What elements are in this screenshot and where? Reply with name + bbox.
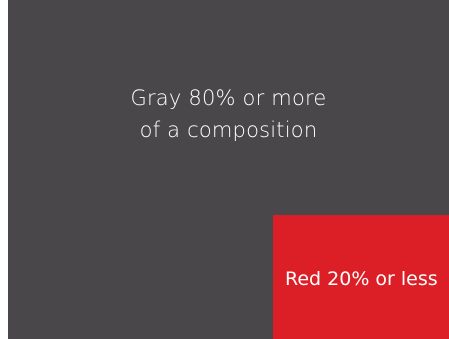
- gray-area: Gray 80% or more of a composition: [8, 0, 449, 339]
- gray-area-label: Gray 80% or more of a composition: [8, 82, 449, 146]
- red-area-label: Red 20% or less: [285, 268, 438, 290]
- red-area: Red 20% or less: [273, 215, 449, 339]
- gray-label-line-2: of a composition: [139, 118, 318, 142]
- gray-label-line-1: Gray 80% or more: [130, 86, 327, 110]
